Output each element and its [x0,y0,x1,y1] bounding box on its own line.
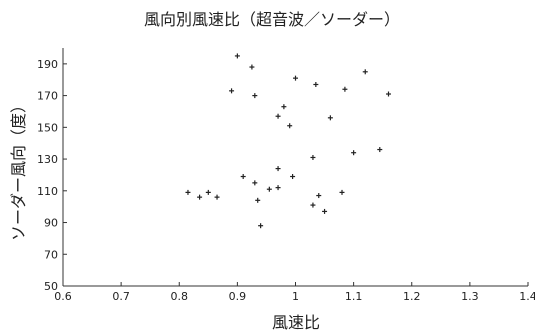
data-point [316,193,322,199]
data-point [362,69,368,75]
data-point [275,185,281,191]
x-tick-label: 1.1 [345,290,363,303]
y-tick-label: 70 [44,248,58,261]
data-point [342,86,348,92]
data-point [386,91,391,97]
data-point [275,166,281,172]
y-axis-ticks: 50 70 90 110 130 150 170 190 [37,58,67,293]
data-point [185,189,191,195]
x-tick-label: 1.2 [403,290,421,303]
x-axis-label: 風速比 [272,313,320,332]
data-point [313,81,319,87]
data-point [252,180,258,186]
x-tick-label: 1.4 [519,290,535,303]
y-axis-label: ソーダー風向（度） [9,97,28,241]
data-point [249,64,255,70]
data-point [214,194,220,200]
y-tick-label: 170 [37,90,58,103]
data-points [185,53,391,229]
y-tick-label: 110 [37,185,58,198]
chart-title: 風向別風速比（超音波／ソーダー） [144,10,400,29]
y-tick-label: 130 [37,153,58,166]
y-tick-label: 90 [44,217,58,230]
x-tick-label: 0.6 [54,290,72,303]
y-tick-label: 150 [37,121,58,134]
y-tick-label: 190 [37,58,58,71]
x-tick-label: 1 [292,290,299,303]
data-point [234,53,240,59]
x-tick-label: 1.3 [461,290,479,303]
data-point [310,154,316,160]
data-point [205,189,211,195]
data-point [240,174,246,180]
data-point [229,88,235,94]
x-axis-ticks: 0.6 0.7 0.8 0.9 1 1.1 1.2 1.3 1.4 [54,282,535,303]
x-tick-label: 0.9 [229,290,247,303]
data-point [377,147,383,153]
data-point [258,223,264,229]
data-point [322,208,328,214]
axes [62,48,528,287]
data-point [290,174,296,180]
data-point [327,115,333,121]
data-point [339,189,345,195]
data-point [252,93,258,99]
data-point [275,113,281,119]
x-tick-label: 0.8 [171,290,189,303]
data-point [310,202,316,208]
data-point [281,104,287,110]
data-point [197,194,203,200]
data-point [255,197,261,203]
data-point [266,186,272,192]
y-tick-label: 50 [44,280,58,293]
data-point [287,123,293,129]
data-point [351,150,357,156]
x-tick-label: 0.7 [112,290,130,303]
data-point [293,75,298,81]
